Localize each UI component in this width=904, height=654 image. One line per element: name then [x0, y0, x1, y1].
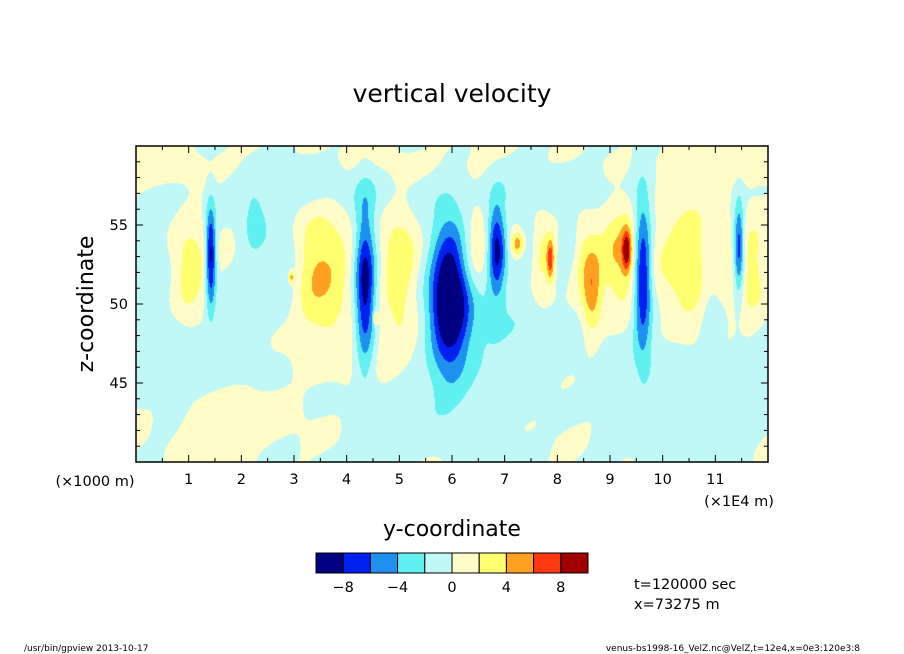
colorbar-swatch	[397, 552, 426, 574]
colorbar-swatch	[478, 552, 507, 574]
y-tick-label: 50	[110, 297, 128, 313]
colorbar-swatch	[533, 552, 562, 574]
colorbar-swatch	[424, 552, 453, 574]
y-axis-label: z-coordinate	[74, 236, 99, 373]
x-tick-label: 11	[706, 472, 724, 488]
x-tick-label: 9	[605, 472, 614, 488]
time-label: t=120000 sec	[634, 577, 736, 593]
contour-canvas	[136, 146, 768, 462]
x-tick-labels: 1 2 3 4 5 6 7 8 9 10 11	[184, 472, 725, 488]
x-tick-label: 7	[500, 472, 509, 488]
x-unit-left: (×1000 m)	[55, 474, 134, 490]
footer-right: venus-bs1998-16_VelZ.nc@VelZ,t=12e4,x=0e…	[606, 644, 860, 654]
colorbar-tick-label: −4	[387, 580, 408, 596]
colorbar	[315, 552, 589, 574]
colorbar-swatch	[560, 552, 589, 574]
colorbar-swatch	[369, 552, 399, 574]
x-tick-label: 5	[395, 472, 404, 488]
colorbar-tick-label: 0	[447, 580, 456, 596]
x-unit-right: (×1E4 m)	[704, 494, 774, 510]
plot-area	[136, 146, 768, 462]
x-tick-label: 1	[184, 472, 193, 488]
colorbar-swatch	[342, 552, 371, 574]
x-tick-label: 10	[653, 472, 671, 488]
y-tick-label: 45	[110, 376, 128, 392]
colorbar-tick-label: −8	[333, 580, 354, 596]
contour-field	[136, 146, 768, 462]
y-tick-label: 55	[110, 218, 128, 234]
x-tick-label: 6	[447, 472, 456, 488]
axis-ticks	[136, 146, 768, 462]
colorbar-swatch	[451, 552, 480, 574]
footer-left: /usr/bin/gpview 2013-10-17	[24, 644, 148, 654]
x-axis-label: y-coordinate	[383, 517, 521, 542]
colorbar-swatch	[505, 552, 535, 574]
colorbar-swatch	[315, 552, 344, 574]
x-tick-label: 4	[342, 472, 351, 488]
colorbar-tick-label: 4	[502, 580, 511, 596]
x-tick-label: 3	[289, 472, 298, 488]
chart-title: vertical velocity	[353, 79, 552, 108]
x-tick-label: 2	[237, 472, 246, 488]
colorbar-tick-labels: −8 −4 0 4 8	[333, 580, 566, 596]
position-label: x=73275 m	[634, 597, 720, 613]
x-tick-label: 8	[553, 472, 562, 488]
y-tick-labels: 45 50 55	[110, 218, 128, 392]
colorbar-tick-label: 8	[556, 580, 565, 596]
